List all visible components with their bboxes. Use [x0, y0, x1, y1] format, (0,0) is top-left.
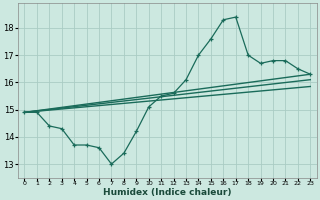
X-axis label: Humidex (Indice chaleur): Humidex (Indice chaleur) — [103, 188, 232, 197]
